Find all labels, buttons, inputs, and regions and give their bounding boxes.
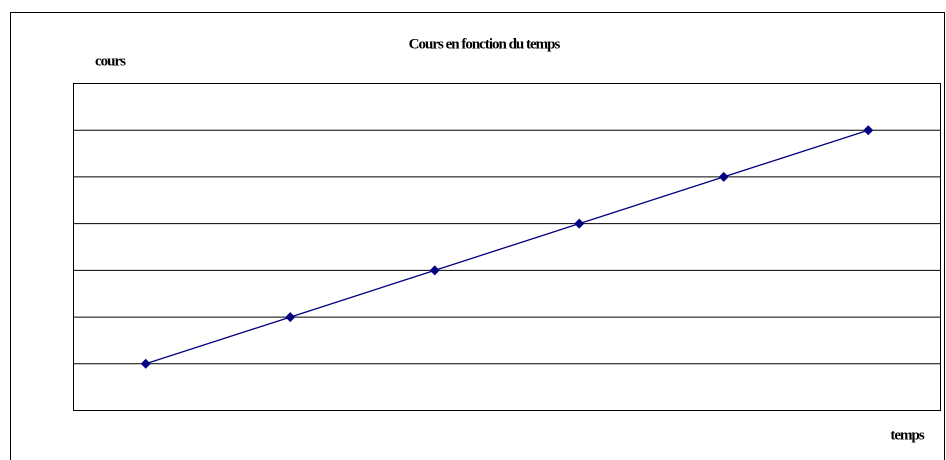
marker [285,312,296,323]
marker [574,218,585,229]
marker [140,358,151,369]
x-axis-label: temps [890,427,924,443]
chart-title: Cours en fonction du temps [409,36,561,52]
y-axis-label: cours [95,53,126,69]
line [145,129,869,365]
marker [718,171,729,182]
marker [429,265,440,276]
marker [863,125,874,136]
